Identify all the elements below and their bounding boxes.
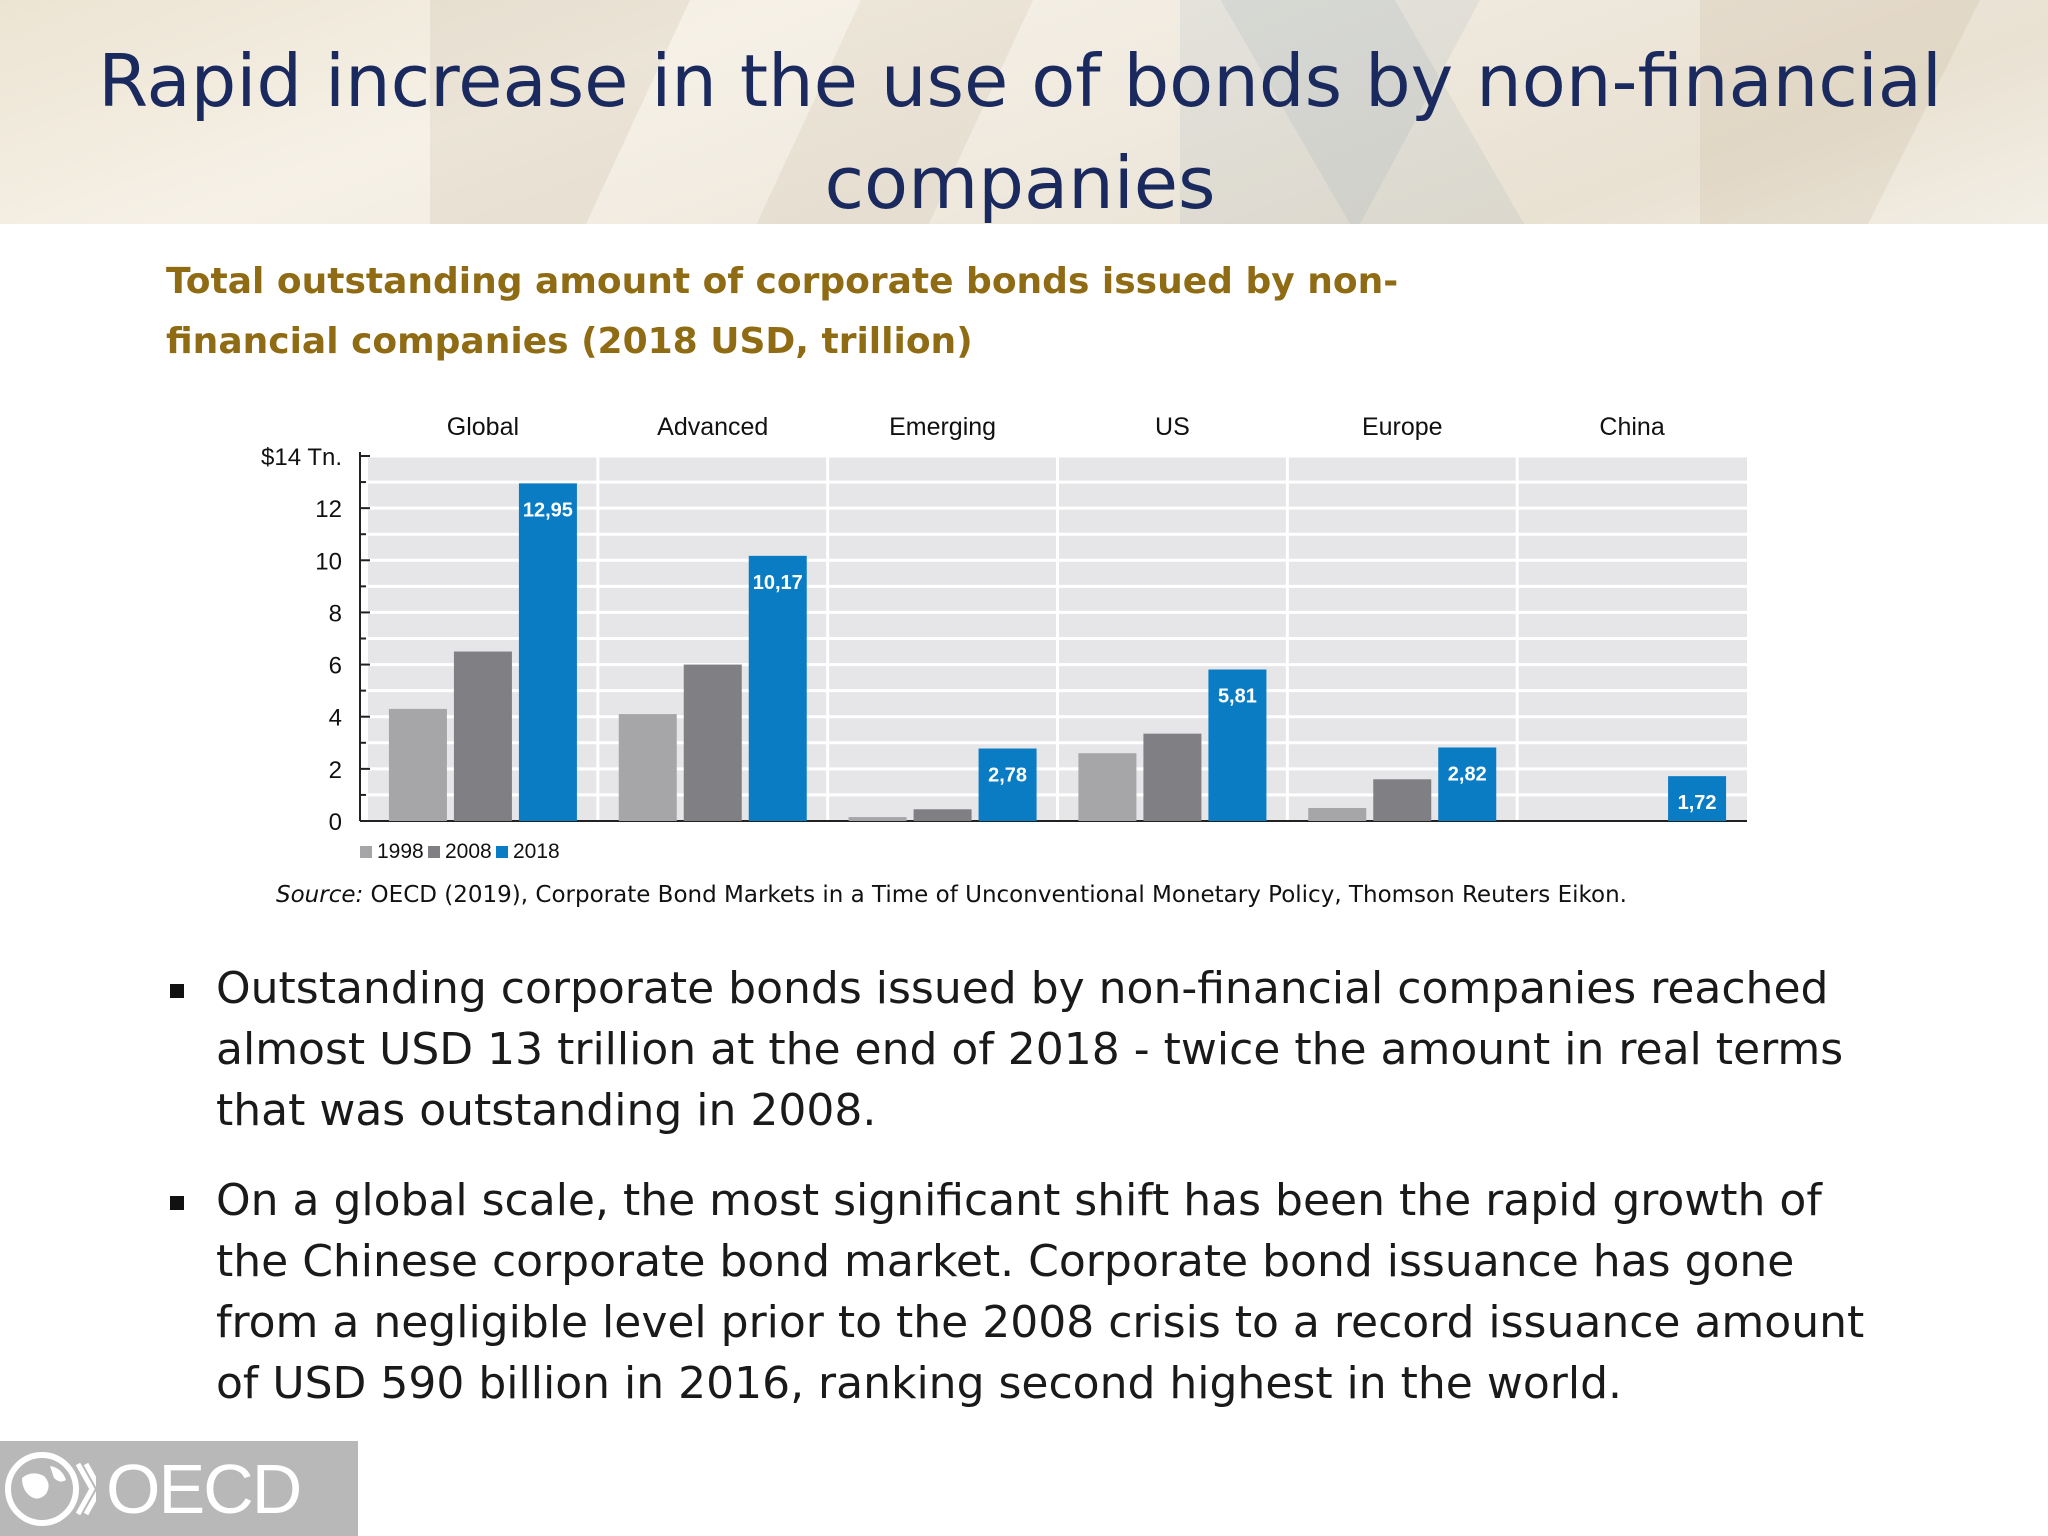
bar-2018 xyxy=(518,483,577,821)
bar-2008 xyxy=(1143,733,1202,821)
bar-1998 xyxy=(848,817,907,821)
bar-2018 xyxy=(1668,776,1727,821)
bullet-text: Outstanding corporate bonds issued by no… xyxy=(216,963,1844,1136)
y-tick-label: 6 xyxy=(329,653,342,680)
bar-2018 xyxy=(1208,669,1267,821)
legend-swatch xyxy=(360,846,372,858)
legend-label: 2018 xyxy=(513,840,560,863)
bullet-list: Outstanding corporate bonds issued by no… xyxy=(166,958,1886,1443)
bar-2008 xyxy=(683,664,742,821)
bar-2008 xyxy=(453,651,512,821)
y-tick-label: 10 xyxy=(315,548,342,575)
y-tick-label: 4 xyxy=(329,705,342,732)
bar-2008 xyxy=(913,809,972,821)
source-label: Source: xyxy=(276,882,364,908)
slide-title: Rapid increase in the use of bonds by no… xyxy=(98,39,1942,225)
bar-chart: 0 2 4 6 8 10 12 $14 Tn. Global Advanced Emerging US… xyxy=(261,413,1747,863)
data-label: 12,95 xyxy=(523,499,573,521)
bullet-marker xyxy=(170,1196,184,1210)
legend-label: 1998 xyxy=(377,840,424,863)
y-tick-label: 2 xyxy=(329,757,342,784)
bar-2018 xyxy=(978,748,1037,821)
legend-swatch xyxy=(496,846,508,858)
bar-1998 xyxy=(1078,753,1137,821)
bar-2018 xyxy=(748,555,807,821)
chart-title: Total outstanding amount of corporate bo… xyxy=(166,261,1399,362)
category-label: Global xyxy=(447,413,519,441)
data-label: 5,81 xyxy=(1218,686,1257,708)
header-banner xyxy=(0,0,2048,224)
bar-2018 xyxy=(1438,747,1497,821)
category-label: China xyxy=(1599,413,1664,441)
source-note: Source: OECD (2019), Corporate Bond Mark… xyxy=(276,882,1876,908)
category-label: Emerging xyxy=(889,413,996,441)
bullet-text: On a global scale, the most significant … xyxy=(216,1175,1865,1409)
y-tick-label: $14 Tn. xyxy=(261,444,342,471)
bar-2008 xyxy=(1373,779,1432,821)
logo-text: OECD xyxy=(106,1449,302,1528)
y-tick-label: 0 xyxy=(329,809,342,836)
category-label: Advanced xyxy=(657,413,768,441)
bar-1998 xyxy=(618,714,677,821)
y-tick-label: 12 xyxy=(315,496,342,523)
data-label: 1,72 xyxy=(1678,792,1717,814)
y-tick-label: 8 xyxy=(329,600,342,627)
bullet-marker xyxy=(170,984,184,998)
legend-swatch xyxy=(428,846,440,858)
data-label: 10,17 xyxy=(753,572,803,594)
oecd-logo: OECD xyxy=(0,1441,358,1536)
data-label: 2,78 xyxy=(988,765,1027,787)
source-text: OECD (2019), Corporate Bond Markets in a… xyxy=(363,882,1627,908)
bar-1998 xyxy=(388,708,447,821)
legend-label: 2008 xyxy=(445,840,492,863)
category-label: Europe xyxy=(1362,413,1443,441)
bullet-item: Outstanding corporate bonds issued by no… xyxy=(166,958,1886,1141)
category-label: US xyxy=(1155,413,1190,441)
globe-icon xyxy=(5,1451,96,1526)
bullet-item: On a global scale, the most significant … xyxy=(166,1170,1886,1414)
data-label: 2,82 xyxy=(1448,763,1487,785)
bar-1998 xyxy=(1308,807,1367,821)
